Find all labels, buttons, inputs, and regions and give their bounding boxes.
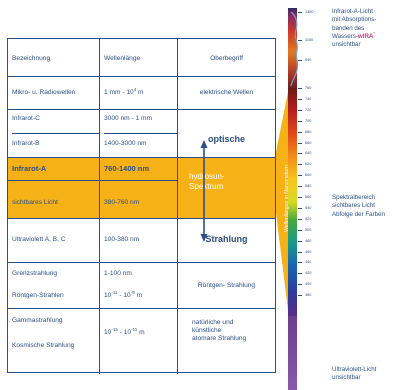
table-row: Mikro- u. Radiowellen 1 mm - 104 m elekt… [8,76,275,109]
row-wl-mikro: 1 mm - 104 m [104,86,144,96]
tick-mark [298,40,302,41]
note-ultraviolett: Ultraviolett-Licht unsichtbar [332,366,377,382]
tick-mark [298,109,302,111]
spectrum-bar [288,8,297,390]
tick-label: 1160 [305,38,314,42]
row-wl-uv: 100-380 nm [104,236,140,243]
table-row-group-roentgen: Grenzstrahlung Röntgen-Strahlen 1-100 nm… [8,262,275,308]
tick-mark [298,207,302,209]
row-name-mikro: Mikro- u. Radiowellen [12,89,76,96]
absorption-curve [290,11,299,87]
tick-label: 580 [305,184,312,189]
label-optische: optische [207,134,245,144]
tick-mark [298,12,302,13]
tick-mark [298,251,302,253]
row-name-grenz: Grenzstrahlung [12,270,58,277]
tick-mark [298,197,302,198]
tick-label: 620 [305,162,312,167]
row-group-roentgen: Röntgen- Strahlung [197,282,256,289]
tick-mark [298,262,302,264]
tick-label: 460 [305,249,312,254]
tick-mark [298,229,302,231]
tick-mark [298,295,302,297]
table-header-row: Bezeichnung Wellenlänge Oberbegriff [8,39,275,76]
row-wl-kosmisch: 10-15 - 10-11 m [104,326,145,336]
tick-mark [298,131,302,133]
row-name-ira: Infrarot-A [12,164,47,173]
label-hydrosun-spektrum: hydrosun- Spektrum [189,172,225,192]
tick-label: 700 [305,118,312,123]
label-strahlung: Strahlung [205,234,248,244]
tick-mark [298,218,302,220]
row-wl-ira: 760-1400 nm [104,164,150,173]
table-row-group-atomar: Gammastrahlung Kosmische Strahlung 10-15… [8,308,275,373]
tick-mark [298,175,302,177]
tick-label: 400 [305,282,312,287]
tick-label: 760 [305,86,312,90]
row-name-uv: Ultraviolett A, B, C [12,236,66,243]
col-divider [99,39,100,374]
row-name-irc: Infrarot-C [12,115,40,122]
table-row: Ultraviolett A, B, C 100-380 nm Strahlun… [8,218,275,262]
tick-label: 1380 [305,10,314,14]
tick-mark [298,284,302,286]
row-name-kosmisch: Kosmische Strahlung [12,342,75,349]
tick-label: 440 [305,260,312,265]
tick-mark [298,98,302,100]
tick-label: 560 [305,195,312,199]
tick-label: 940 [305,58,312,62]
tick-mark [298,88,302,89]
row-wl-irc: 3000 nm - 1 mm [104,115,153,122]
tick-label: 540 [305,205,312,210]
header-oberbegriff: Oberbegriff [210,55,243,62]
row-wl-irb: 1400-3000 nm [104,140,147,147]
axis-label: Wellenlängen in Nanometern [284,165,290,232]
tick-mark [298,142,302,144]
tick-mark [298,153,302,155]
tick-label: 520 [305,216,312,221]
row-name-irb: Infrarot-B [12,140,40,147]
tick-label: 680 [305,129,312,134]
row-name-roentgen: Röntgen-Strahlen [12,292,64,299]
tick-mark [298,240,302,242]
row-wl-grenz: 1-100 nm [104,270,132,277]
tick-mark [298,120,302,122]
row-name-vis: sichtbares Licht [12,199,58,206]
tick-mark [298,164,302,166]
wavelength-table: Bezeichnung Wellenlänge Oberbegriff Mikr… [7,38,276,374]
table-row-group-hydrosun: Infrarot-A sichtbares Licht 760-1400 nm … [8,157,275,218]
table-row-group-optische: Infrarot-C Infrarot-B 3000 nm - 1 mm 140… [8,109,275,157]
tick-label: 740 [305,96,312,101]
tick-label: 480 [305,238,312,243]
tick-label: 500 [305,227,312,232]
tick-label: 640 [305,151,312,156]
tick-mark [298,60,302,61]
row-group-gamma: natürliche und künstliche atomare Strahl… [192,319,247,343]
note-infrarot: Infrarot-A-Licht mit Absorptions- banden… [332,8,377,49]
header-wellenlaenge: Wellenlänge [104,55,141,62]
tick-label: 660 [305,140,312,145]
row-group-mikro: elektrische Wellen [199,89,254,96]
row-wl-vis: 380-760 nm [104,199,140,206]
tick-label: 720 [305,107,312,112]
tick-mark [298,273,302,275]
note-sichtbar: Spektralbereich sichtbares Licht Abfolge… [332,194,385,218]
tick-label: 600 [305,173,312,178]
header-bezeichnung: Bezeichnung [12,55,51,62]
col-divider [177,39,178,374]
tick-label: 420 [305,271,312,276]
row-wl-roentgen: 10-11 - 10-9 m [104,289,143,299]
tick-label: 380 [305,293,312,298]
tick-mark [298,186,302,188]
row-name-gamma: Gammastrahlung [12,317,63,324]
